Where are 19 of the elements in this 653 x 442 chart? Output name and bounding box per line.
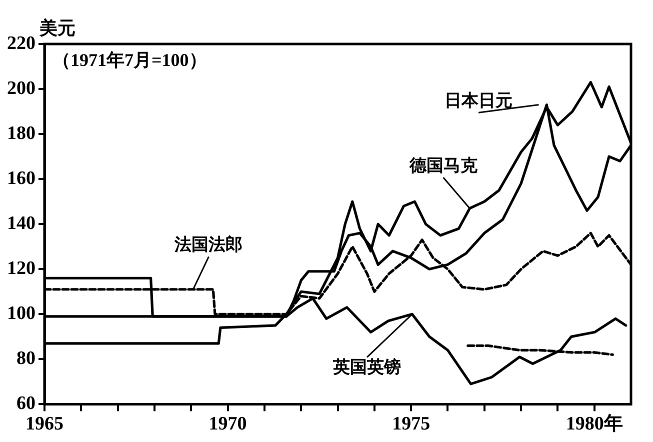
series-label: 日本日元 <box>444 91 513 110</box>
x-tick-label: 1975 <box>392 414 430 435</box>
text: 英国英镑 <box>332 358 402 377</box>
y-tick-label: 80 <box>16 348 36 370</box>
y-tick-label: 200 <box>7 78 36 99</box>
y-tick-label: 100 <box>7 303 36 324</box>
y-tick-label: 220 <box>7 32 36 54</box>
x-tick-label: 1980年 <box>566 414 623 435</box>
y-tick-label: 160 <box>7 168 36 189</box>
y-tick-label: 120 <box>7 258 36 280</box>
y-tick-label: 60 <box>16 393 36 414</box>
chart-subtitle: （1971年7月=100） <box>52 50 207 70</box>
y-tick-label: 180 <box>7 122 36 144</box>
x-tick-label: 1970 <box>208 414 247 435</box>
series-label: 德国马克 <box>408 156 478 175</box>
text: 法国法郎 <box>174 235 243 254</box>
x-tick-label: 1965 <box>26 414 64 435</box>
y-axis-title: 美元 <box>38 18 76 38</box>
y-tick-label: 140 <box>7 213 36 234</box>
